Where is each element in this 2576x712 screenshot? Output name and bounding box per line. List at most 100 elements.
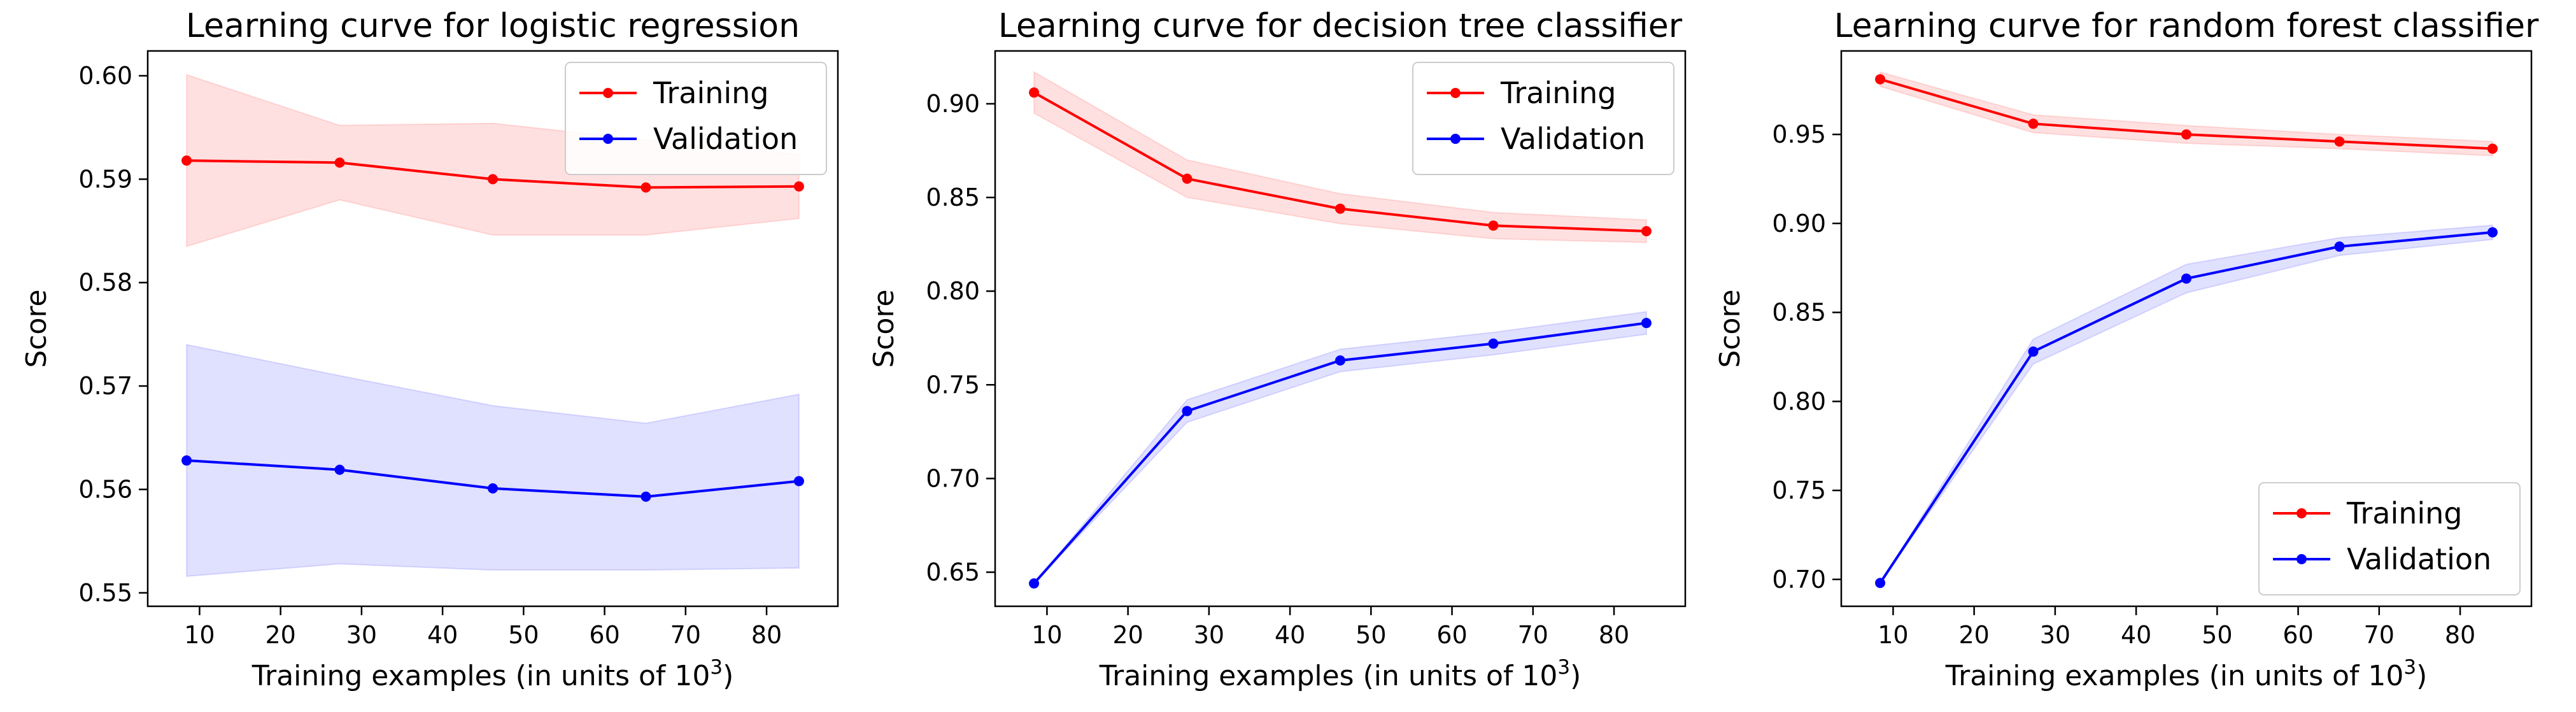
y-tick-label: 0.95: [1772, 120, 1826, 148]
y-tick-label: 0.59: [78, 165, 132, 193]
band-validation: [186, 343, 800, 577]
x-tick-label: 70: [1518, 621, 1548, 649]
chart-panel: Learning curve for logistic regression 10…: [20, 7, 839, 692]
x-tick-label: 60: [1436, 621, 1467, 649]
x-axis-label-close: ): [2416, 660, 2427, 692]
y-tick-label: 0.58: [78, 269, 132, 297]
x-axis-label-exponent: 3: [710, 656, 723, 679]
data-point-validation: [1335, 355, 1345, 366]
chart-title: Learning curve for decision tree classif…: [998, 7, 1683, 45]
data-point-validation: [2487, 227, 2498, 238]
legend-label-validation: Validation: [2347, 542, 2491, 576]
x-tick-label: 20: [1958, 621, 1989, 649]
data-point-validation: [793, 476, 804, 487]
y-tick-label: 0.55: [78, 579, 132, 607]
legend-label-training: Training: [653, 76, 769, 110]
plot-frame: [994, 50, 1687, 608]
legend-label-training: Training: [2346, 496, 2463, 530]
x-tick-label: 60: [589, 621, 619, 649]
legend-label-validation: Validation: [1501, 122, 1645, 156]
data-point-training: [2487, 143, 2498, 154]
y-tick-label: 0.70: [926, 464, 980, 492]
x-axis-label: Training examples (in units of 103): [1099, 656, 1582, 692]
legend-marker-validation: [1450, 134, 1461, 144]
x-tick-label: 10: [1031, 621, 1062, 649]
x-axis-label-exponent: 3: [1557, 656, 1570, 679]
y-tick-label: 0.80: [926, 277, 980, 305]
y-tick-label: 0.57: [78, 372, 132, 400]
data-point-validation: [640, 491, 651, 502]
legend-marker-validation: [603, 134, 613, 144]
plot-frame: [146, 50, 839, 608]
x-tick-label: 20: [1112, 621, 1143, 649]
x-tick-label: 40: [1275, 621, 1305, 649]
x-tick-label: 80: [2445, 621, 2475, 649]
x-tick-label: 20: [265, 621, 295, 649]
legend-box: [1412, 62, 1674, 175]
data-point-training: [2334, 136, 2345, 147]
band-validation: [1033, 311, 1647, 584]
data-point-training: [2181, 129, 2191, 140]
plot-frame: [1840, 50, 2533, 608]
band-training: [186, 73, 800, 248]
y-tick-label: 0.90: [1772, 210, 1826, 238]
data-point-validation: [1182, 406, 1192, 417]
legend: Training Validation: [1412, 62, 1674, 175]
x-axis-label: Training examples (in units of 103): [251, 656, 734, 692]
legend-marker-training: [1450, 88, 1461, 98]
chart-title: Learning curve for random forest classif…: [1834, 7, 2539, 45]
x-axis-label-close: ): [1570, 660, 1581, 692]
legend: Training Validation: [565, 62, 827, 175]
data-point-validation: [181, 455, 192, 466]
data-point-training: [793, 181, 804, 192]
y-axis-label: Score: [868, 289, 900, 367]
y-tick-label: 0.90: [926, 90, 980, 118]
x-tick-label: 50: [2202, 621, 2232, 649]
legend-marker-training: [603, 88, 613, 98]
y-tick-label: 0.65: [926, 558, 980, 586]
x-tick-label: 50: [1355, 621, 1386, 649]
x-axis-label-text: Training examples (in units of 10: [251, 660, 711, 692]
legend-marker-validation: [2296, 554, 2307, 564]
chart-panel: Learning curve for random forest classif…: [1714, 7, 2539, 692]
x-tick-label: 10: [1878, 621, 1908, 649]
data-point-validation: [1875, 578, 1886, 588]
x-axis-label-text: Training examples (in units of 10: [1945, 660, 2404, 692]
data-point-training: [334, 157, 345, 168]
x-tick-label: 40: [427, 621, 458, 649]
x-tick-label: 50: [508, 621, 539, 649]
x-tick-label: 30: [1194, 621, 1224, 649]
x-tick-label: 80: [751, 621, 782, 649]
data-point-validation: [1488, 338, 1499, 349]
data-point-training: [1641, 226, 1652, 237]
y-tick-label: 0.85: [1772, 299, 1826, 327]
legend-box: [565, 62, 827, 175]
data-point-training: [1335, 203, 1345, 214]
chart-panel: Learning curve for decision tree classif…: [868, 7, 1687, 692]
chart-title: Learning curve for logistic regression: [186, 7, 800, 45]
x-tick-label: 60: [2282, 621, 2313, 649]
y-axis-label: Score: [1714, 289, 1746, 367]
y-tick-label: 0.60: [78, 62, 132, 90]
data-point-validation: [2181, 273, 2191, 284]
x-tick-label: 30: [2040, 621, 2070, 649]
y-tick-label: 0.75: [926, 371, 980, 399]
x-tick-label: 80: [1599, 621, 1629, 649]
band-training: [1879, 71, 2493, 157]
legend-box: [2258, 482, 2521, 595]
data-point-training: [1488, 220, 1499, 231]
x-axis-label-close: ): [723, 660, 733, 692]
data-point-training: [1875, 74, 1886, 85]
y-tick-label: 0.56: [78, 476, 132, 504]
data-point-training: [1029, 87, 1040, 98]
y-tick-label: 0.85: [926, 183, 980, 211]
x-tick-label: 10: [184, 621, 215, 649]
data-point-validation: [2334, 241, 2345, 252]
x-tick-label: 70: [670, 621, 701, 649]
y-tick-label: 0.80: [1772, 387, 1826, 415]
x-tick-label: 40: [2121, 621, 2151, 649]
legend-label-training: Training: [1500, 76, 1617, 110]
data-point-validation: [1641, 318, 1652, 329]
x-tick-label: 70: [2364, 621, 2395, 649]
